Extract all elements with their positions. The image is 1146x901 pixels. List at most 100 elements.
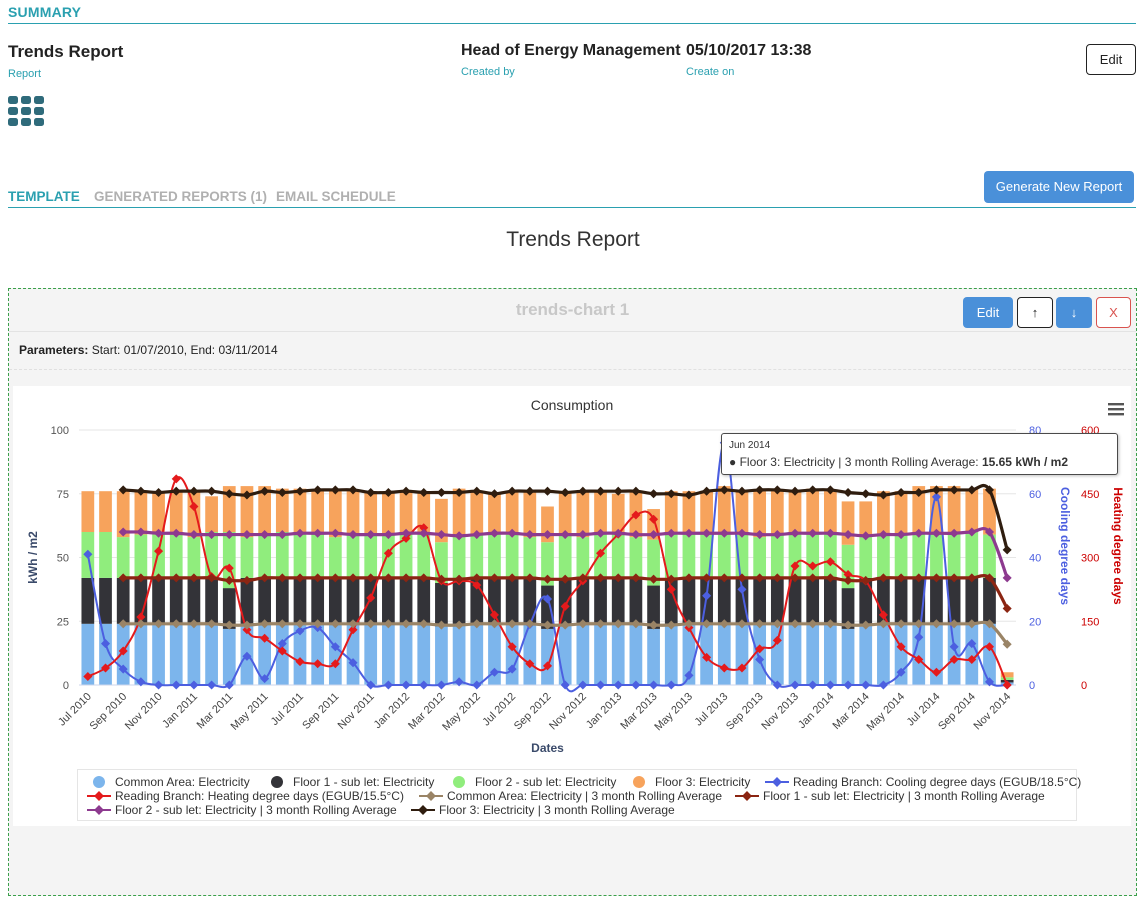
bar-floor-3 [912,486,926,532]
bar-floor-2-sub-let [983,534,996,578]
legend-line-icon [418,789,444,803]
point-reading-branch-heating-degree-days-egub-15-5-c [542,661,553,671]
point-reading-branch-cooling-degree-days-egub-18-5-c [984,677,995,687]
y-tick-label: 50 [57,553,69,565]
point-floor-2-sub-let-electricity-3-month-rolling-average [719,528,729,538]
bar-common-area [965,623,979,685]
generate-new-report-button[interactable]: Generate New Report [984,171,1134,203]
point-floor-2-sub-let-electricity-3-month-rolling-average [825,528,835,538]
grid-icon[interactable] [8,96,46,126]
bar-floor-3 [488,493,501,535]
point-floor-3-electricity-3-month-rolling-average [489,489,499,499]
point-floor-3-electricity-3-month-rolling-average [118,485,128,495]
point-floor-1-sub-let-electricity-3-month-rolling-average [631,573,641,583]
point-reading-branch-heating-degree-days-egub-15-5-c [967,654,977,665]
bar-floor-2-sub-let [169,534,183,578]
bar-floor-1-sub-let [894,577,908,624]
legend-item-label: Floor 3: Electricity [655,775,751,789]
bar-floor-3 [328,491,342,538]
point-reading-branch-heating-degree-days-egub-15-5-c [330,659,340,669]
point-floor-1-sub-let-electricity-3-month-rolling-average [525,573,535,583]
point-floor-1-sub-let-electricity-3-month-rolling-average [260,573,270,583]
bar-floor-2-sub-let [912,532,926,578]
move-down-button[interactable]: ↓ [1056,297,1092,328]
x-tick-label: May 2013 [652,691,695,734]
point-floor-1-sub-let-electricity-3-month-rolling-average [967,573,977,583]
point-common-area-electricity-3-month-rolling-average [224,620,234,630]
legend-item-label: Floor 1 - sub let: Electricity | 3 month… [763,789,1045,803]
bar-common-area [983,623,996,685]
point-reading-branch-cooling-degree-days-egub-18-5-c [649,680,659,690]
bar-floor-1-sub-let [452,577,466,624]
point-floor-3-electricity-3-month-rolling-average [366,487,376,498]
chart-area: Consumption 0 25 50 75 100 0 20 40 60 80 0 150 300 450… [13,386,1131,826]
point-floor-3-electricity-3-month-rolling-average [542,486,553,496]
bar-common-area [859,623,873,685]
point-common-area-electricity-3-month-rolling-average [419,619,429,629]
bar-floor-1-sub-let [99,577,112,624]
bar-floor-2-sub-let [452,537,466,578]
point-floor-1-sub-let-electricity-3-month-rolling-average [472,573,482,583]
point-floor-1-sub-let-electricity-3-month-rolling-average [790,573,800,583]
point-common-area-electricity-3-month-rolling-average [436,620,446,630]
remove-widget-button[interactable]: X [1096,297,1131,328]
bar-common-area [806,623,820,685]
bar-common-area [452,623,466,685]
point-reading-branch-cooling-degree-days-egub-18-5-c [224,680,234,690]
bar-floor-3 [947,486,961,535]
chart-tooltip: Jun 2014 ● Floor 3: Electricity | 3 mont… [721,433,1118,475]
point-floor-3-electricity-3-month-rolling-average [649,489,659,499]
point-reading-branch-cooling-degree-days-egub-18-5-c [808,680,818,690]
point-reading-branch-cooling-degree-days-egub-18-5-c [242,651,252,661]
point-reading-branch-cooling-degree-days-egub-18-5-c [330,642,340,652]
bar-floor-3 [81,491,95,532]
point-floor-1-sub-let-electricity-3-month-rolling-average [931,573,941,583]
bar-floor-1-sub-let [576,577,590,624]
bar-floor-2-sub-let [328,537,342,578]
bar-floor-3 [523,491,537,538]
point-reading-branch-cooling-degree-days-egub-18-5-c [790,680,800,690]
tab-template[interactable]: TEMPLATE [8,189,80,204]
point-floor-3-electricity-3-month-rolling-average [277,487,287,498]
bar-common-area [364,623,378,685]
point-reading-branch-cooling-degree-days-egub-18-5-c [631,680,641,690]
x-tick-label: Sep 2014 [936,691,978,733]
point-reading-branch-heating-degree-days-egub-15-5-c [896,642,906,652]
tab-email-schedule[interactable]: EMAIL SCHEDULE [276,189,396,204]
bar-floor-1-sub-let [594,577,607,624]
point-floor-3-electricity-3-month-rolling-average [436,487,446,498]
bar-floor-1-sub-let [116,577,130,624]
bar-floor-1-sub-let [346,577,360,624]
point-reading-branch-heating-degree-days-egub-15-5-c [525,659,535,669]
point-floor-2-sub-let-electricity-3-month-rolling-average [931,528,941,538]
bar-floor-2-sub-let [488,534,501,578]
point-common-area-electricity-3-month-rolling-average [136,619,146,629]
bar-floor-2-sub-let [930,532,943,578]
bar-common-area [947,623,961,685]
x-tick-label: Nov 2011 [336,691,377,732]
bar-floor-2-sub-let [293,534,307,578]
bar-common-area [470,623,484,685]
point-reading-branch-heating-degree-days-egub-15-5-c [931,667,941,677]
x-tick-label: Jan 2013 [584,691,624,731]
menu-icon-bar-0 [1108,403,1124,406]
y-axis-title: kWh / m2 [26,531,40,584]
bar-floor-3 [435,498,448,543]
point-reading-branch-heating-degree-days-egub-15-5-c [702,652,712,662]
point-floor-2-sub-let-electricity-3-month-rolling-average [808,528,818,538]
edit-report-button[interactable]: Edit [1086,44,1136,75]
widget-edit-button[interactable]: Edit [963,297,1013,328]
bar-common-area [328,623,342,685]
point-floor-1-sub-let-electricity-3-month-rolling-average [330,573,340,583]
bar-floor-3 [594,491,607,535]
point-floor-1-sub-let-electricity-3-month-rolling-average [224,575,234,585]
created-by-caption: Created by [461,66,515,78]
point-floor-1-sub-let-electricity-3-month-rolling-average [949,573,959,583]
y2-axis-title: Cooling degree days [1058,487,1072,605]
tab-generated-reports[interactable]: GENERATED REPORTS (1) [94,189,268,204]
summary-bar: SUMMARY [8,4,1136,24]
bar-common-area [541,628,554,685]
menu-icon-bar-2 [1108,413,1124,416]
move-up-button[interactable]: ↑ [1017,297,1053,328]
legend-item-label: Reading Branch: Heating degree days (EGU… [115,789,404,803]
